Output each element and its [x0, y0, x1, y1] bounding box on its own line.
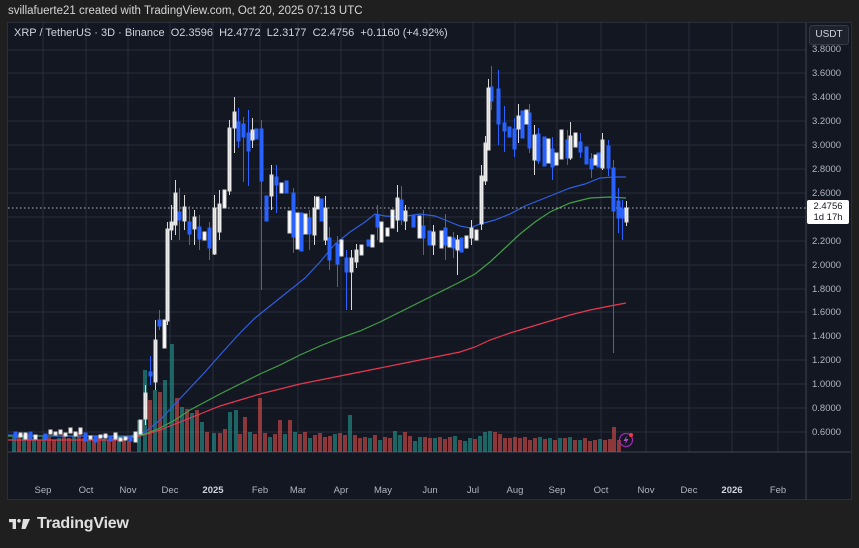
svg-text:Sep: Sep	[549, 485, 566, 496]
candles-down	[13, 66, 625, 443]
lightning-alert-icon[interactable]	[618, 432, 634, 448]
svg-text:3.0000: 3.0000	[812, 140, 841, 151]
svg-text:3.2000: 3.2000	[812, 116, 841, 127]
svg-text:Oct: Oct	[79, 485, 94, 496]
svg-text:Mar: Mar	[290, 485, 306, 496]
svg-text:1.2000: 1.2000	[812, 355, 841, 366]
svg-text:2.6000: 2.6000	[812, 188, 841, 199]
svg-text:3.4000: 3.4000	[812, 92, 841, 103]
svg-text:0.6000: 0.6000	[812, 427, 841, 438]
svg-text:Dec: Dec	[162, 485, 179, 496]
symbol-name: XRP / TetherUS · 3D · Binance	[14, 27, 165, 39]
price-axis: 3.8000 3.6000 3.4000 3.2000 3.0000 2.8000 2…	[812, 44, 841, 438]
ma-blue-line	[7, 176, 626, 437]
svg-text:0.8000: 0.8000	[812, 403, 841, 414]
ohlc-close: C2.4756	[312, 27, 355, 39]
ma-red-line	[8, 302, 627, 441]
svg-text:Nov: Nov	[120, 485, 137, 496]
bar-countdown: 1d 17h	[813, 212, 843, 223]
symbol-legend: XRP / TetherUS · 3D · Binance O2.3596 H2…	[14, 27, 448, 39]
ohlc-low: L2.3177	[266, 27, 307, 39]
svg-text:1.6000: 1.6000	[812, 307, 841, 318]
svg-text:2.0000: 2.0000	[812, 260, 841, 271]
svg-text:3.8000: 3.8000	[812, 44, 841, 55]
svg-text:Jul: Jul	[467, 485, 479, 496]
last-price-value: 2.4756	[813, 201, 843, 212]
svg-text:2026: 2026	[721, 485, 742, 496]
svg-text:1.8000: 1.8000	[812, 284, 841, 295]
chart-caption: svillafuerte21 created with TradingView.…	[8, 5, 363, 17]
currency-button[interactable]: USDT	[809, 25, 849, 45]
svg-text:Jun: Jun	[422, 485, 437, 496]
tradingview-wordmark: TradingView	[37, 515, 129, 532]
svg-text:1.4000: 1.4000	[812, 331, 841, 342]
tradingview-mark-icon	[9, 519, 30, 529]
svg-text:2.2000: 2.2000	[812, 236, 841, 247]
svg-text:2.8000: 2.8000	[812, 164, 841, 175]
last-price-tag: 2.4756 1d 17h	[807, 200, 849, 224]
grid-lines	[8, 23, 806, 452]
svg-text:1.0000: 1.0000	[812, 379, 841, 390]
svg-text:Nov: Nov	[638, 485, 655, 496]
tradingview-logo[interactable]: TradingView	[9, 515, 129, 533]
svg-text:Feb: Feb	[252, 485, 268, 496]
candles-up	[18, 79, 629, 443]
svg-text:Apr: Apr	[334, 485, 349, 496]
time-axis: Sep Oct Nov Dec 2025 Feb Mar Apr May Jun Jul A…	[35, 485, 787, 496]
svg-text:2025: 2025	[202, 485, 224, 496]
svg-text:Oct: Oct	[594, 485, 609, 496]
volume-bars	[12, 344, 621, 452]
ohlc-open: O2.3596	[170, 27, 213, 39]
ma-green-line	[8, 196, 627, 438]
svg-text:May: May	[374, 485, 392, 496]
svg-text:Aug: Aug	[507, 485, 524, 496]
svg-text:3.6000: 3.6000	[812, 68, 841, 79]
svg-text:Dec: Dec	[681, 485, 698, 496]
ohlc-change: +0.1160 (+4.92%)	[360, 27, 448, 39]
svg-text:Sep: Sep	[35, 485, 52, 496]
svg-text:Feb: Feb	[770, 485, 786, 496]
ohlc-high: H2.4772	[219, 27, 261, 39]
